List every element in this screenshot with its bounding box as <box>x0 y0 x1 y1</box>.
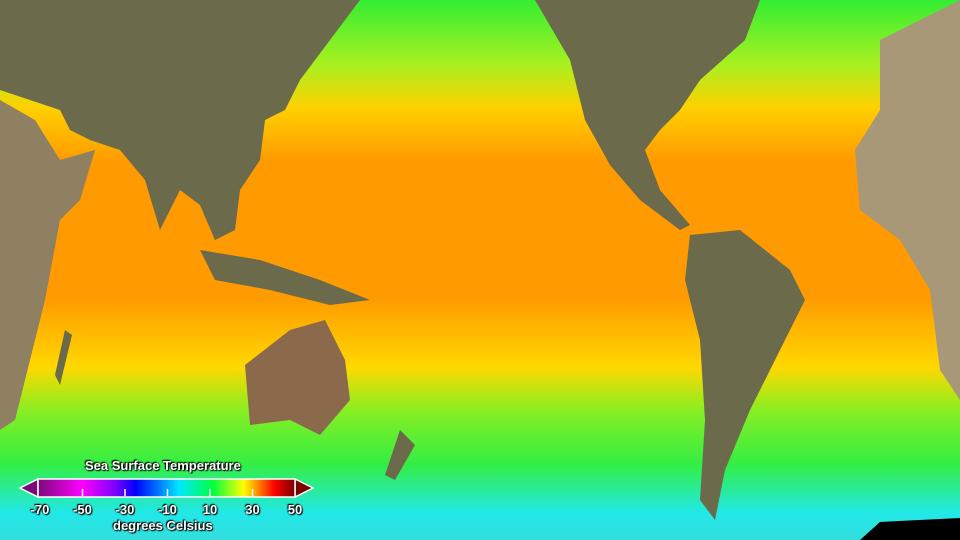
legend-title: Sea Surface Temperature <box>85 458 241 473</box>
south-america <box>685 230 805 520</box>
new-zealand <box>385 430 415 480</box>
indonesia <box>200 250 370 305</box>
north-america <box>535 0 760 230</box>
eurasia <box>0 0 360 240</box>
madagascar <box>55 330 72 385</box>
africa <box>0 100 95 430</box>
australia <box>245 320 350 435</box>
antarctica <box>860 518 960 540</box>
colorbar-tick-label: 30 <box>245 502 260 517</box>
colorbar-tick-label: -70 <box>30 502 50 517</box>
colorbar <box>18 477 315 499</box>
colorbar-gradient <box>37 478 296 498</box>
europe-africa-east <box>855 0 960 400</box>
colorbar-tick-label: -50 <box>73 502 92 517</box>
colorbar-tick-label: -30 <box>115 502 135 517</box>
colorbar-tick-label: 50 <box>287 502 303 517</box>
colorbar-tick-label: 10 <box>202 502 218 517</box>
colorbar-tick-label: -10 <box>158 502 177 517</box>
legend-units: degrees Celsius <box>113 518 213 533</box>
